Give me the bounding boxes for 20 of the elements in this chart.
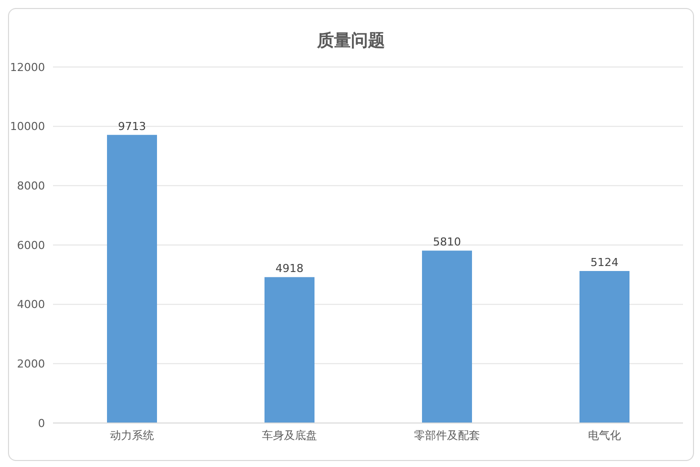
x-tick-label: 车身及底盘 xyxy=(262,428,317,442)
bar xyxy=(264,277,314,423)
data-label: 5124 xyxy=(590,256,618,269)
bar xyxy=(107,134,157,423)
bar xyxy=(422,250,472,423)
data-label: 5810 xyxy=(433,236,461,249)
y-tick-label: 12000 xyxy=(10,60,45,74)
y-tick-label: 6000 xyxy=(17,238,45,252)
y-tick-label: 4000 xyxy=(17,298,45,312)
chart-title: 质量问题 xyxy=(316,30,386,53)
x-tick-label: 零部件及配套 xyxy=(414,428,480,442)
y-tick-label: 2000 xyxy=(17,358,45,371)
x-tick-label: 动力系统 xyxy=(110,428,154,442)
y-tick-label: 10000 xyxy=(10,120,45,134)
data-label: 9713 xyxy=(118,120,146,133)
bar xyxy=(580,270,630,423)
x-tick-label: 电气化 xyxy=(588,428,621,442)
y-tick-label: 0 xyxy=(38,416,45,430)
y-tick-label: 8000 xyxy=(17,180,45,193)
data-label: 4918 xyxy=(276,262,304,276)
